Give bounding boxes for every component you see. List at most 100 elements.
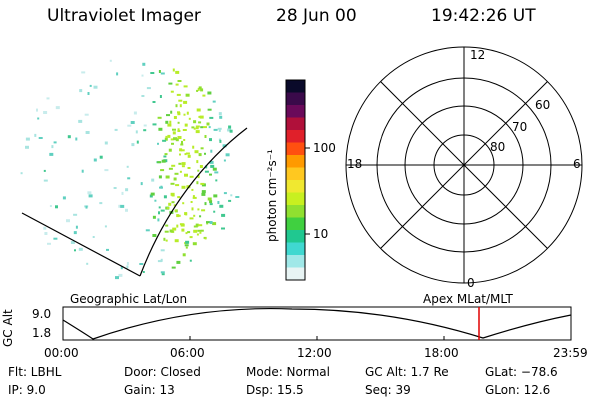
aurora-pixel [125,208,128,212]
aurora-pixel [170,110,173,114]
aurora-pixel [120,204,125,208]
aurora-pixel [43,226,47,230]
aurora-pixel [73,231,77,235]
aurora-pixel [74,249,76,252]
color-scale-band [286,267,305,281]
aurora-pixel [168,82,173,85]
aurora-pixel [183,85,188,88]
aurora-pixel [193,225,198,228]
aurora-pixel [191,207,194,211]
aurora-pixel [170,138,174,141]
aurora-pixel [167,134,171,138]
aurora-pixel [176,93,181,96]
aurora-pixel [118,204,122,208]
aurora-pixel [73,213,78,216]
aurora-pixel [146,87,151,90]
sequence-value: Seq: 39 [365,383,411,397]
color-scale-band [286,155,305,168]
aurora-pixel [44,232,48,235]
aurora-pixel [49,152,54,156]
aurora-pixel [176,260,181,264]
color-scale-label-100: 100 [313,141,336,155]
aurora-pixel [171,142,174,145]
aurora-pixel [191,188,194,191]
mlat-label-70: 70 [512,120,528,134]
aurora-pixel [192,145,195,149]
aurora-pixel [49,205,52,207]
mlat-label-80: 80 [490,140,506,154]
aurora-pixel [184,173,188,177]
aurora-pixel [81,71,86,74]
aurora-pixel [173,116,177,119]
aurora-pixel [84,113,89,116]
aurora-pixel [192,242,197,246]
aurora-pixel [154,199,157,202]
aurora-pixel [37,117,40,120]
color-scale-band [286,192,305,206]
aurora-pixel [204,202,207,206]
aurora-pixel [173,177,177,181]
aurora-pixel [66,219,70,223]
aurora-pixel [204,152,206,155]
color-scale-band [286,80,305,93]
aurora-pixel [184,153,187,156]
gc-altitude-value: GC Alt: 1.7 Re [365,365,449,379]
aurora-pixel [165,239,168,242]
aurora-pixel [185,212,188,216]
aurora-pixel [38,137,43,139]
aurora-pixel [197,229,202,232]
aurora-pixel [201,192,206,196]
aurora-pixel [193,229,198,233]
aurora-pixel [175,138,179,142]
aurora-pixel [200,147,204,150]
aurora-pixel [222,144,227,148]
aurora-pixel [149,194,153,198]
aurora-pixel [213,210,216,213]
aurora-pixel [87,191,92,195]
altitude-y-tick-1: 1.8 [32,326,52,340]
aurora-pixel [99,202,103,205]
aurora-pixel [217,201,220,204]
aurora-pixel [196,181,199,185]
mode-value: Mode: Normal [246,365,330,379]
aurora-pixel [203,126,207,129]
aurora-pixel [227,128,232,132]
aurora-pixel [200,88,204,92]
aurora-pixel [81,169,84,173]
aurora-pixel [221,213,226,217]
aurora-pixel [177,196,181,199]
aurora-pixel [183,100,188,104]
aurora-pixel [104,141,108,145]
aurora-pixel [196,233,199,236]
color-scale-label-10: 10 [313,227,329,241]
aurora-pixel [209,116,214,119]
aurora-pixel [177,112,181,116]
aurora-pixel [142,62,146,66]
ip-value: IP: 9.0 [8,383,46,397]
aurora-pixel [158,175,162,179]
aurora-pixel [185,240,190,244]
color-scale-band [286,205,305,218]
aurora-pixel [115,276,119,280]
aurora-pixel [164,153,168,156]
aurora-pixel [177,130,181,132]
aurora-pixel [177,128,180,132]
aurora-pixel [200,229,204,232]
aurora-pixel [158,127,163,131]
color-scale-units: photon cm⁻²s⁻¹ [265,149,279,242]
aurora-pixel [183,113,186,116]
aurora-pixel [163,237,166,241]
aurora-pixel [152,123,157,126]
aurora-pixel [189,236,193,239]
aurora-pixel [152,215,156,219]
aurora-pixel [151,178,155,182]
color-scale-band [286,217,305,231]
aurora-pixel [20,172,23,175]
aurora-pixel [235,196,240,198]
aurora-pixel [205,165,208,169]
aurora-pixel [125,188,129,192]
aurora-pixel [218,128,221,132]
aurora-pixel [78,247,83,251]
aurora-pixel [113,187,117,189]
polar-grid [345,46,583,284]
